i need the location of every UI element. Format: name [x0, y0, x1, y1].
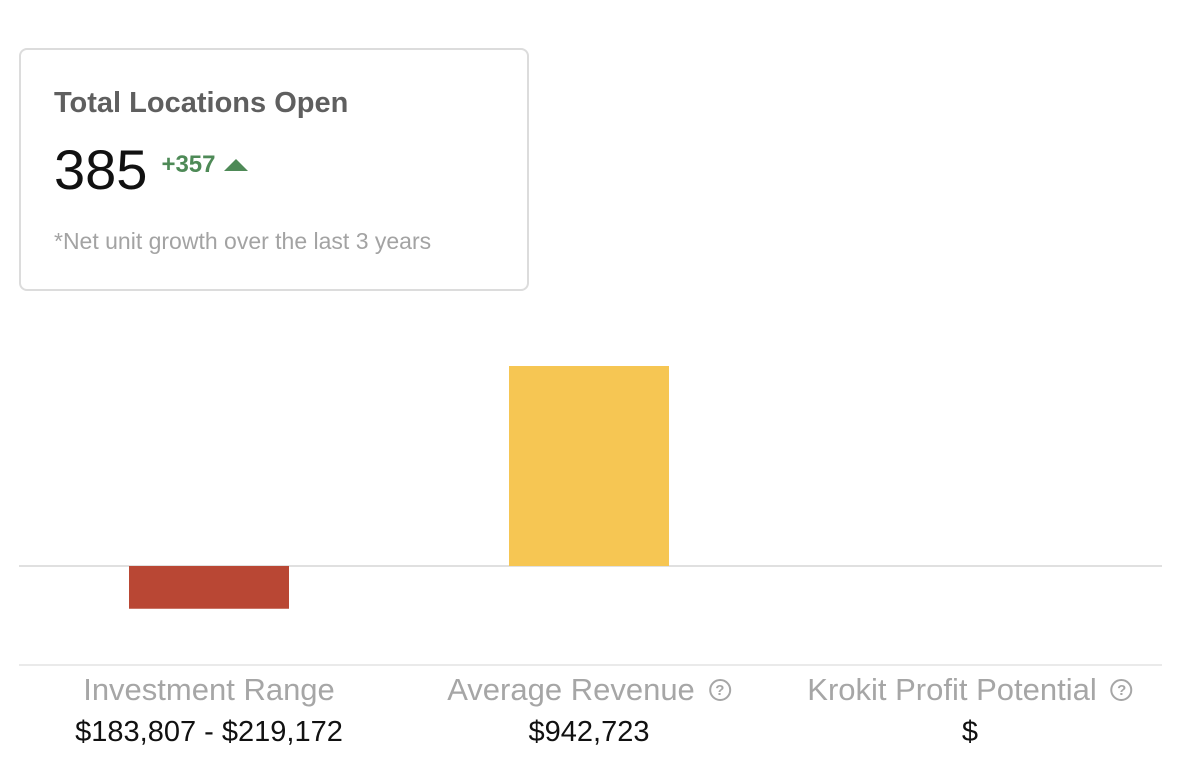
locations-count: 385: [54, 138, 148, 201]
triangle-up-icon: [223, 159, 248, 171]
bar-investment-range: [129, 566, 289, 609]
card-title: Total Locations Open: [54, 87, 349, 119]
card-value-row: 385 +357: [54, 140, 248, 200]
category-label-text: Investment Range: [83, 672, 335, 707]
category-label-profit: Krokit Profit Potential ?: [807, 672, 1133, 708]
category-label-revenue: Average Revenue ?: [447, 672, 731, 708]
help-icon[interactable]: ?: [1110, 679, 1133, 701]
value-label-investment: $183,807 - $219,172: [75, 716, 343, 748]
bar-average-revenue: [509, 366, 669, 566]
category-label-investment: Investment Range: [83, 672, 335, 708]
category-label-text: Krokit Profit Potential: [807, 672, 1097, 707]
help-icon[interactable]: ?: [708, 679, 731, 701]
category-label-text: Average Revenue: [447, 672, 695, 707]
growth-delta-value: +357: [161, 151, 216, 178]
value-label-profit: $: [961, 716, 979, 748]
value-label-revenue: $942,723: [528, 716, 650, 748]
locations-card: Total Locations Open 385 +357 *Net unit …: [19, 48, 529, 291]
growth-delta: +357: [161, 151, 248, 179]
card-note: *Net unit growth over the last 3 years: [54, 228, 432, 254]
